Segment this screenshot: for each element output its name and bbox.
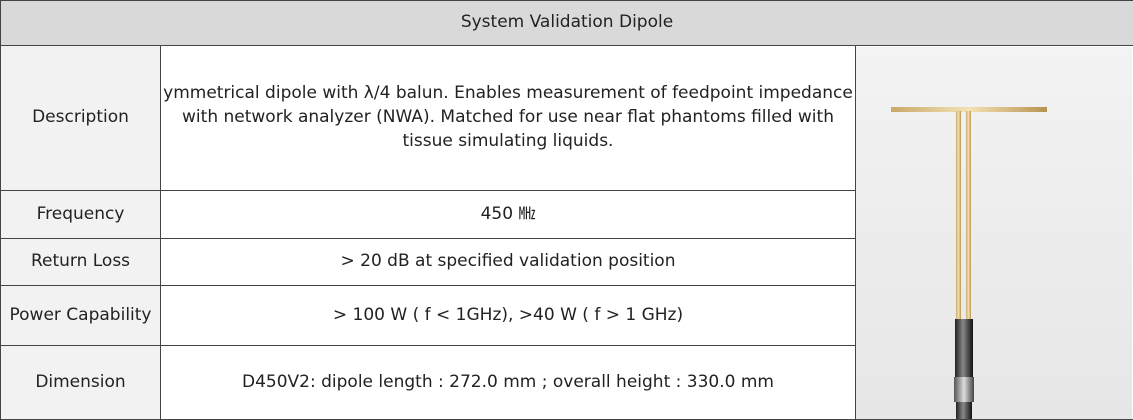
connector bbox=[954, 377, 974, 402]
row-label: Description bbox=[1, 46, 161, 191]
balun-rod bbox=[966, 111, 971, 321]
balun-rod bbox=[956, 111, 961, 321]
page: System Validation Dipole Description ymm… bbox=[0, 0, 1133, 419]
table-title: System Validation Dipole bbox=[1, 1, 1133, 46]
shaft bbox=[955, 319, 973, 379]
photo-background bbox=[856, 47, 1132, 419]
row-value: 450 ㎒ bbox=[161, 191, 856, 239]
row-label: Return Loss bbox=[1, 239, 161, 286]
row-value: D450V2: dipole length : 272.0 mm ; overa… bbox=[161, 346, 856, 420]
row-value: > 20 dB at specified validation position bbox=[161, 239, 856, 286]
image-cell bbox=[856, 46, 1133, 420]
header-row: System Validation Dipole bbox=[1, 1, 1133, 46]
row-label: Power Capability bbox=[1, 286, 161, 346]
row-label: Frequency bbox=[1, 191, 161, 239]
spec-table: System Validation Dipole Description ymm… bbox=[0, 0, 1133, 420]
row-value: ymmetrical dipole with λ/4 balun. Enable… bbox=[161, 46, 856, 191]
shaft bbox=[956, 402, 972, 419]
row-label: Dimension bbox=[1, 346, 161, 420]
dipole-photo bbox=[856, 47, 1132, 419]
row: Description ymmetrical dipole with λ/4 b… bbox=[1, 46, 1133, 191]
row-value: > 100 W ( f < 1GHz), >40 W ( f > 1 GHz) bbox=[161, 286, 856, 346]
